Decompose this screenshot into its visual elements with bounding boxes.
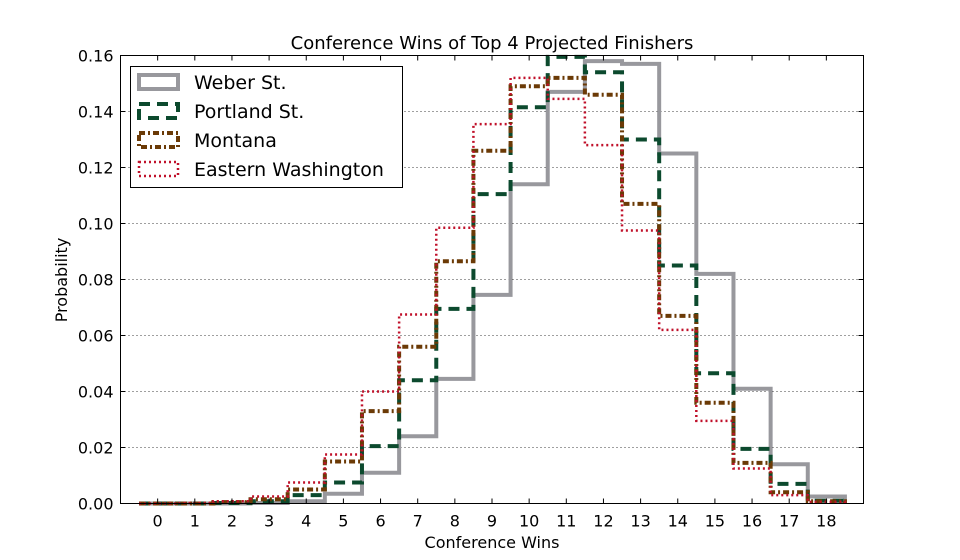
x-tick-label: 11 xyxy=(556,512,576,531)
y-tick-label: 0.14 xyxy=(78,103,114,122)
legend-box xyxy=(130,66,403,188)
x-tick-label: 9 xyxy=(487,512,497,531)
x-tick-label: 18 xyxy=(816,512,836,531)
x-tick-label: 12 xyxy=(593,512,613,531)
x-tick-label: 0 xyxy=(153,512,163,531)
x-tick-label: 4 xyxy=(301,512,311,531)
x-tick-label: 7 xyxy=(413,512,423,531)
x-tick-label: 5 xyxy=(338,512,348,531)
y-tick-label: 0.00 xyxy=(78,495,114,514)
x-tick-label: 13 xyxy=(630,512,650,531)
y-tick-labels: 0.00 0.02 0.04 0.06 0.08 0.10 0.12 0.14 0.16 xyxy=(78,47,114,514)
y-tick-label: 0.10 xyxy=(78,215,114,234)
x-tick-label: 1 xyxy=(190,512,200,531)
y-tick-label: 0.16 xyxy=(78,47,114,66)
x-tick-labels: 0 1 2 3 4 5 6 7 8 9 10 11 12 13 14 15 16 17 18 xyxy=(153,512,837,531)
legend-swatch xyxy=(137,160,180,178)
x-tick-label: 6 xyxy=(375,512,385,531)
axis-ticks xyxy=(120,55,864,504)
y-tick-label: 0.12 xyxy=(78,159,114,178)
legend: Weber St. Portland St. Montana Eastern Wash… xyxy=(130,66,403,188)
y-tick-label: 0.02 xyxy=(78,439,114,458)
x-tick-label: 10 xyxy=(519,512,539,531)
series-layer xyxy=(139,54,847,506)
x-tick-label: 3 xyxy=(264,512,274,531)
legend-label: Montana xyxy=(194,130,277,152)
y-tick-label: 0.06 xyxy=(78,327,114,346)
x-tick-label: 17 xyxy=(779,512,799,531)
x-tick-label: 16 xyxy=(742,512,762,531)
legend-swatch xyxy=(137,131,180,149)
x-tick-label: 2 xyxy=(227,512,237,531)
legend-label: Portland St. xyxy=(194,101,304,123)
x-tick-label: 14 xyxy=(668,512,688,531)
x-axis-title: Conference Wins xyxy=(425,533,560,552)
x-tick-label: 8 xyxy=(450,512,460,531)
y-tick-label: 0.08 xyxy=(78,271,114,290)
legend-label: Weber St. xyxy=(194,72,287,94)
legend-swatch xyxy=(137,73,180,91)
x-tick-label: 15 xyxy=(705,512,725,531)
legend-label: Eastern Washington xyxy=(194,159,384,181)
y-axis-title: Probability xyxy=(52,238,71,323)
series-line-4 xyxy=(139,76,847,505)
legend-swatch xyxy=(137,102,180,120)
y-tick-label: 0.04 xyxy=(78,383,114,402)
chart-title: Conference Wins of Top 4 Projected Finis… xyxy=(291,33,694,54)
